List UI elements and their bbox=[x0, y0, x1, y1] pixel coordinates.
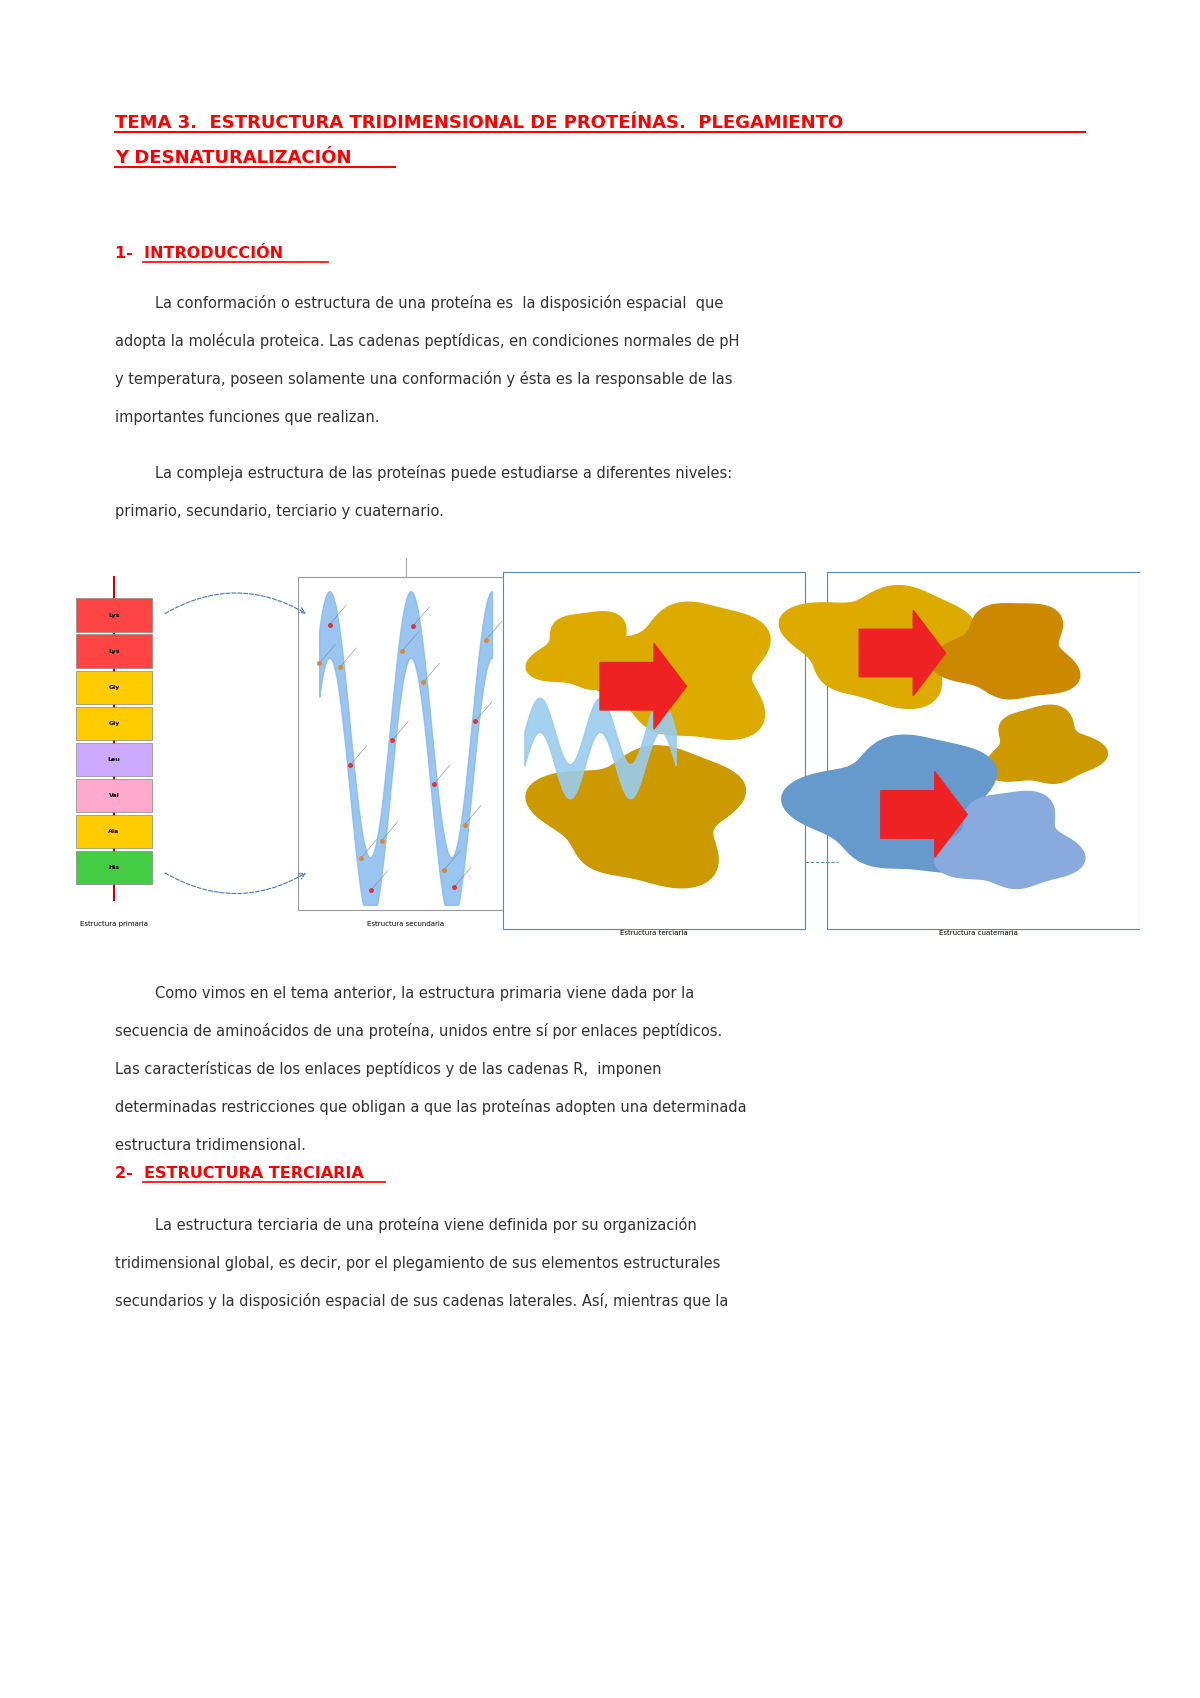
Text: La estructura terciaria de una proteína viene definida por su organización: La estructura terciaria de una proteína … bbox=[155, 1217, 697, 1233]
Text: Estructura cuaternaria: Estructura cuaternaria bbox=[938, 931, 1018, 936]
Polygon shape bbox=[935, 791, 1085, 888]
Text: Estructura secundaria: Estructura secundaria bbox=[367, 920, 444, 927]
Bar bbox=[77, 742, 152, 776]
Bar bbox=[77, 706, 152, 740]
Text: secuencia de aminoácidos de una proteína, unidos entre sí por enlaces peptídicos: secuencia de aminoácidos de una proteína… bbox=[115, 1022, 722, 1039]
Text: La compleja estructura de las proteínas puede estudiarse a diferentes niveles:: La compleja estructura de las proteínas … bbox=[155, 465, 732, 481]
Text: 2-  ESTRUCTURA TERCIARIA: 2- ESTRUCTURA TERCIARIA bbox=[115, 1167, 364, 1182]
Bar bbox=[77, 815, 152, 849]
Text: Estructura primaria: Estructura primaria bbox=[80, 920, 148, 927]
Text: primario, secundario, terciario y cuaternario.: primario, secundario, terciario y cuater… bbox=[115, 504, 444, 520]
Polygon shape bbox=[859, 610, 946, 696]
Text: Ala: Ala bbox=[108, 829, 120, 834]
Text: secundarios y la disposición espacial de sus cadenas laterales. Así, mientras qu: secundarios y la disposición espacial de… bbox=[115, 1292, 728, 1309]
Text: Lys: Lys bbox=[108, 613, 120, 618]
Text: Como vimos en el tema anterior, la estructura primaria viene dada por la: Como vimos en el tema anterior, la estru… bbox=[155, 987, 695, 1002]
Text: adopta la molécula proteica. Las cadenas peptídicas, en condiciones normales de : adopta la molécula proteica. Las cadenas… bbox=[115, 333, 739, 350]
Polygon shape bbox=[779, 586, 974, 708]
Text: estructura tridimensional.: estructura tridimensional. bbox=[115, 1138, 306, 1153]
Polygon shape bbox=[526, 745, 745, 888]
Text: Gly: Gly bbox=[108, 684, 120, 689]
Polygon shape bbox=[984, 705, 1108, 783]
Text: La conformación o estructura de una proteína es  la disposición espacial  que: La conformación o estructura de una prot… bbox=[155, 295, 724, 311]
Text: Gly: Gly bbox=[108, 720, 120, 725]
Bar bbox=[77, 779, 152, 812]
Text: Lys: Lys bbox=[108, 649, 120, 654]
Polygon shape bbox=[600, 644, 686, 728]
Text: Estructura terciaria: Estructura terciaria bbox=[620, 931, 688, 936]
Polygon shape bbox=[781, 735, 996, 873]
Text: TEMA 3.  ESTRUCTURA TRIDIMENSIONAL DE PROTEÍNAS.  PLEGAMIENTO: TEMA 3. ESTRUCTURA TRIDIMENSIONAL DE PRO… bbox=[115, 114, 844, 132]
Text: 1-  INTRODUCCIÓN: 1- INTRODUCCIÓN bbox=[115, 246, 283, 261]
Bar bbox=[77, 851, 152, 885]
Bar bbox=[77, 635, 152, 667]
Text: y temperatura, poseen solamente una conformación y ésta es la responsable de las: y temperatura, poseen solamente una conf… bbox=[115, 370, 732, 387]
Text: tridimensional global, es decir, por el plegamiento de sus elementos estructural: tridimensional global, es decir, por el … bbox=[115, 1257, 720, 1272]
Polygon shape bbox=[931, 604, 1080, 700]
Text: Y DESNATURALIZACIÓN: Y DESNATURALIZACIÓN bbox=[115, 149, 352, 166]
Text: Leu: Leu bbox=[108, 757, 120, 762]
Polygon shape bbox=[881, 773, 967, 857]
Polygon shape bbox=[526, 611, 652, 689]
Text: His: His bbox=[108, 866, 120, 869]
Text: Val: Val bbox=[109, 793, 119, 798]
Bar bbox=[827, 572, 1140, 929]
Text: importantes funciones que realizan.: importantes funciones que realizan. bbox=[115, 409, 379, 424]
Bar bbox=[77, 598, 152, 632]
Bar bbox=[503, 572, 805, 929]
Text: determinadas restricciones que obligan a que las proteínas adopten una determina: determinadas restricciones que obligan a… bbox=[115, 1099, 746, 1116]
Text: Las características de los enlaces peptídicos y de las cadenas R,  imponen: Las características de los enlaces peptí… bbox=[115, 1061, 661, 1077]
Polygon shape bbox=[580, 603, 770, 739]
Bar bbox=[298, 577, 514, 910]
Bar bbox=[77, 671, 152, 705]
